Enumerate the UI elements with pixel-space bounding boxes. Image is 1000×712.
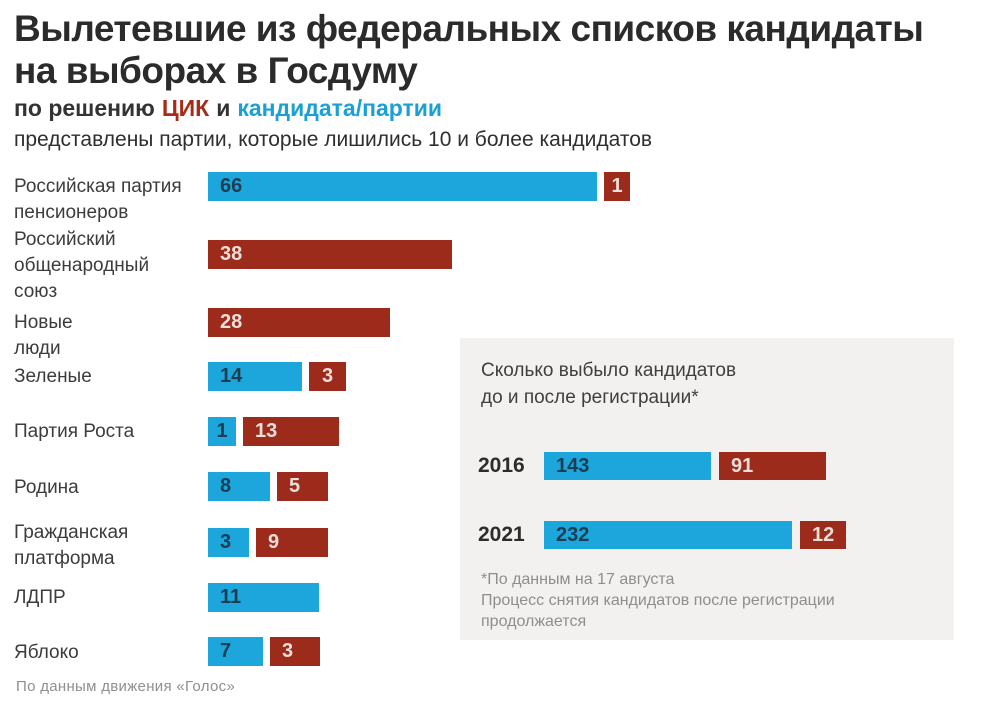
bar-value: 9 [268,531,280,553]
party-row: Яблоко 7 3 [0,637,1000,666]
party-label-line: союз [14,281,58,302]
party-label-line: люди [14,338,61,359]
bar-value: 3 [282,640,294,662]
year-row: 2016 143 91 [460,452,954,480]
party-label: Родина [14,475,206,501]
bar-value: 11 [220,586,242,608]
inset-title: Сколько выбыло кандидатов до и после рег… [481,357,736,411]
bar-by-candidate-decision: 3 [208,528,249,557]
year-label: 2016 [478,454,525,477]
bar-value: 66 [220,175,243,197]
subtitle-conjunction: и [216,95,231,121]
party-label: ЛДПР [14,585,206,611]
party-label-line: пенсионеров [14,202,129,223]
legend-cik-label: ЦИК [161,95,210,121]
bar-value: 8 [220,475,232,497]
party-row: Новые люди 28 [0,308,1000,359]
inset-title-line-2: до и после регистрации* [481,387,699,408]
party-label: Гражданская платформа [14,520,206,572]
bar-by-candidate-decision: 7 [208,637,263,666]
party-row: Российская партия пенсионеров 66 1 [0,172,1000,223]
subtitle-legend: по решению ЦИК и кандидата/партии [14,95,449,122]
legend-candidate-label: кандидата/партии [237,95,443,121]
party-label-line: Партия Роста [14,421,135,442]
bar-value: 12 [812,524,835,546]
bar-by-cik-decision: 38 [208,240,452,269]
bar-value: 232 [556,524,590,546]
party-label-line: общенародный [14,255,150,276]
title-line-1: Вылетевшие из федеральных списков кандид… [14,8,924,49]
party-row: Партия Роста 1 13 [0,417,1000,446]
party-label: Зеленые [14,364,206,390]
party-label-line: Родина [14,477,79,498]
party-row: ЛДПР 11 [0,583,1000,612]
bar-value: 143 [556,455,590,477]
bar-by-cik-decision: 9 [256,528,328,557]
bar-value: 5 [289,475,301,497]
party-row: Российский общенародный союз 38 [0,229,1000,302]
subtitle-prefix: по решению [14,95,155,121]
bar-by-candidate-decision: 14 [208,362,302,391]
party-row: Зеленые 14 3 [0,362,1000,391]
data-source: По данным движения «Голос» [16,678,236,695]
page-title: Вылетевшие из федеральных списков кандид… [14,8,924,92]
bar-value: 14 [220,365,243,387]
bar-by-candidate-decision: 232 [544,521,792,549]
bar-by-candidate-decision: 66 [208,172,597,201]
year-row: 2021 232 12 [460,521,954,549]
party-label: Партия Роста [14,419,206,445]
party-label-line: Российская партия [14,176,182,197]
bar-value: 1 [611,175,623,197]
party-row: Родина 8 5 [0,472,1000,501]
bar-by-cik-decision: 1 [604,172,630,201]
bar-by-candidate-decision: 8 [208,472,270,501]
bar-value: 38 [220,243,243,265]
party-label-line: Российский [14,229,116,250]
inset-title-line-1: Сколько выбыло кандидатов [481,360,737,381]
party-label: Российская партия пенсионеров [14,174,206,226]
bar-by-cik-decision: 3 [309,362,346,391]
party-label-line: Зеленые [14,366,92,387]
bar-by-candidate-decision: 11 [208,583,319,612]
inset-box: Сколько выбыло кандидатов до и после рег… [460,338,954,640]
bar-value: 28 [220,311,243,333]
party-label: Российский общенародный союз [14,227,206,305]
party-label-line: Яблоко [14,642,79,663]
party-label-line: платформа [14,548,115,569]
bar-value: 1 [216,420,228,442]
year-label: 2021 [478,523,525,546]
party-label-line: ЛДПР [14,587,66,608]
bar-value: 91 [731,455,754,477]
party-row: Гражданская платформа 3 9 [0,522,1000,569]
bar-by-candidate-decision: 1 [208,417,236,446]
footnote-line-3: продолжается [481,613,587,630]
footnote-line-1: *По данным на 17 августа [481,571,675,588]
bar-value: 7 [220,640,232,662]
inset-footnote: *По данным на 17 августа Процесс снятия … [481,569,835,632]
party-label: Яблоко [14,640,206,666]
bar-value: 13 [255,420,278,442]
party-label-line: Гражданская [14,522,129,543]
bar-by-cik-decision: 3 [270,637,320,666]
party-label: Новые люди [14,310,206,362]
party-label-line: Новые [14,312,73,333]
footnote-line-2: Процесс снятия кандидатов после регистра… [481,592,835,609]
bar-by-candidate-decision: 143 [544,452,711,480]
subtitle-note: представлены партии, которые лишились 10… [14,128,653,151]
bar-by-cik-decision: 13 [243,417,339,446]
bar-value: 3 [220,531,232,553]
bar-by-cik-decision: 91 [719,452,826,480]
bar-by-cik-decision: 28 [208,308,390,337]
title-line-2: на выборах в Госдуму [14,50,418,91]
bar-value: 3 [321,365,334,387]
bar-by-cik-decision: 5 [277,472,328,501]
bar-by-cik-decision: 12 [800,521,846,549]
